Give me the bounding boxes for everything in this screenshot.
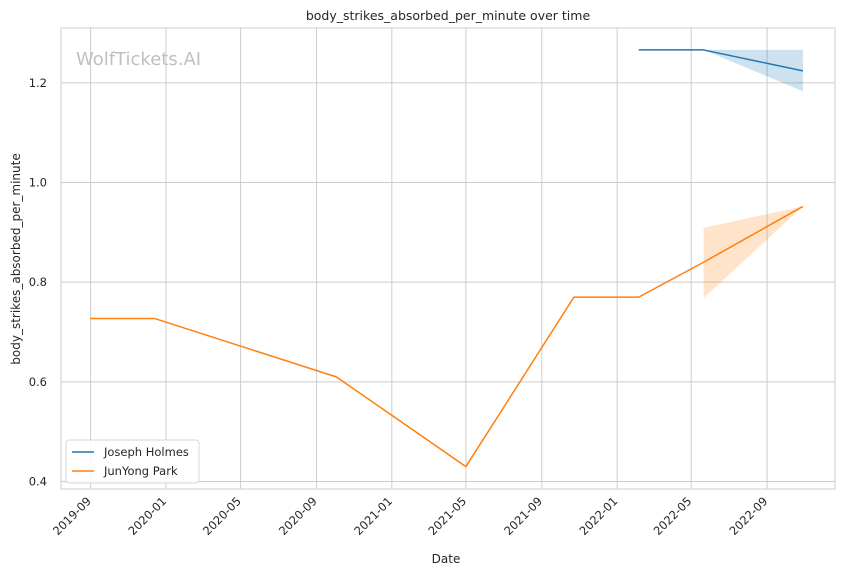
legend-box (65, 439, 200, 484)
x-tick-label: 2021-01 (351, 494, 395, 538)
x-tick-labels: 2019-09 2020-01 2020-05 2020-09 2021-01 2021-… (50, 494, 770, 538)
confidence-band-joseph-holmes (703, 49, 803, 92)
series-line-junyong-park (90, 205, 804, 468)
x-tick-label: 2020-01 (125, 494, 169, 538)
x-tick-label: 2020-05 (200, 494, 244, 538)
x-tick-label: 2022-01 (577, 494, 621, 538)
x-tick-label: 2019-09 (50, 494, 94, 538)
y-tick-label: 0.6 (29, 375, 47, 389)
y-tick-labels: 0.4 0.6 0.8 1.0 1.2 (29, 76, 47, 489)
y-tick-label: 0.8 (29, 275, 47, 289)
series-line-joseph-holmes (638, 49, 804, 72)
x-gridlines (90, 28, 768, 489)
series-lines (90, 49, 804, 468)
y-tick-label: 0.4 (29, 475, 47, 489)
legend: Joseph Holmes JunYong Park (65, 439, 200, 484)
legend-label-joseph-holmes: Joseph Holmes (103, 445, 189, 459)
chart-title: body_strikes_absorbed_per_minute over ti… (306, 8, 591, 23)
x-tick-label: 2022-09 (727, 494, 771, 538)
x-axis-label: Date (432, 552, 461, 566)
y-tick-label: 1.2 (29, 76, 47, 90)
confidence-band-junyong-park (703, 206, 803, 299)
x-tick-label: 2020-09 (276, 494, 320, 538)
watermark-text: WolfTickets.AI (76, 49, 201, 70)
x-tick-label: 2022-05 (651, 494, 695, 538)
plot-frame (60, 27, 836, 490)
x-tick-label: 2021-05 (425, 494, 469, 538)
y-tick-label: 1.0 (29, 175, 47, 189)
y-axis-label: body_strikes_absorbed_per_minute (9, 153, 23, 364)
confidence-bands (703, 49, 803, 299)
legend-label-junyong-park: JunYong Park (103, 464, 178, 478)
x-tick-label: 2021-09 (501, 494, 545, 538)
plot-background (61, 28, 835, 489)
